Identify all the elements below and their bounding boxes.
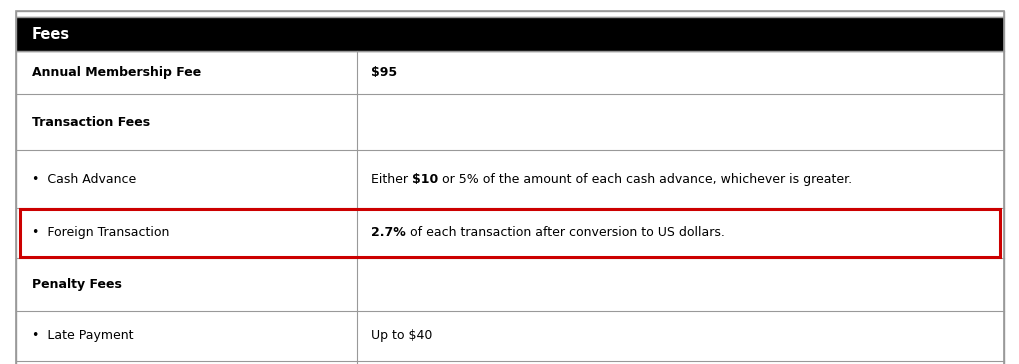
Text: Transaction Fees: Transaction Fees — [32, 116, 150, 128]
Text: Up to $40: Up to $40 — [371, 329, 432, 343]
Text: of each transaction after conversion to US dollars.: of each transaction after conversion to … — [406, 226, 725, 240]
Bar — [20, 209, 999, 257]
Text: Fees: Fees — [32, 27, 69, 42]
Text: •  Foreign Transaction: • Foreign Transaction — [32, 226, 169, 240]
Text: Annual Membership Fee: Annual Membership Fee — [32, 66, 201, 79]
Text: •  Late Payment: • Late Payment — [32, 329, 133, 343]
Bar — [16, 11, 1003, 17]
Text: $95: $95 — [371, 66, 397, 79]
Text: $10: $10 — [412, 173, 438, 186]
Text: Penalty Fees: Penalty Fees — [32, 278, 121, 291]
Text: 2.7%: 2.7% — [371, 226, 406, 240]
Text: •  Cash Advance: • Cash Advance — [32, 173, 136, 186]
Text: Either: Either — [371, 173, 412, 186]
Text: or 5% of the amount of each cash advance, whichever is greater.: or 5% of the amount of each cash advance… — [438, 173, 852, 186]
Bar — [16, 17, 1003, 51]
